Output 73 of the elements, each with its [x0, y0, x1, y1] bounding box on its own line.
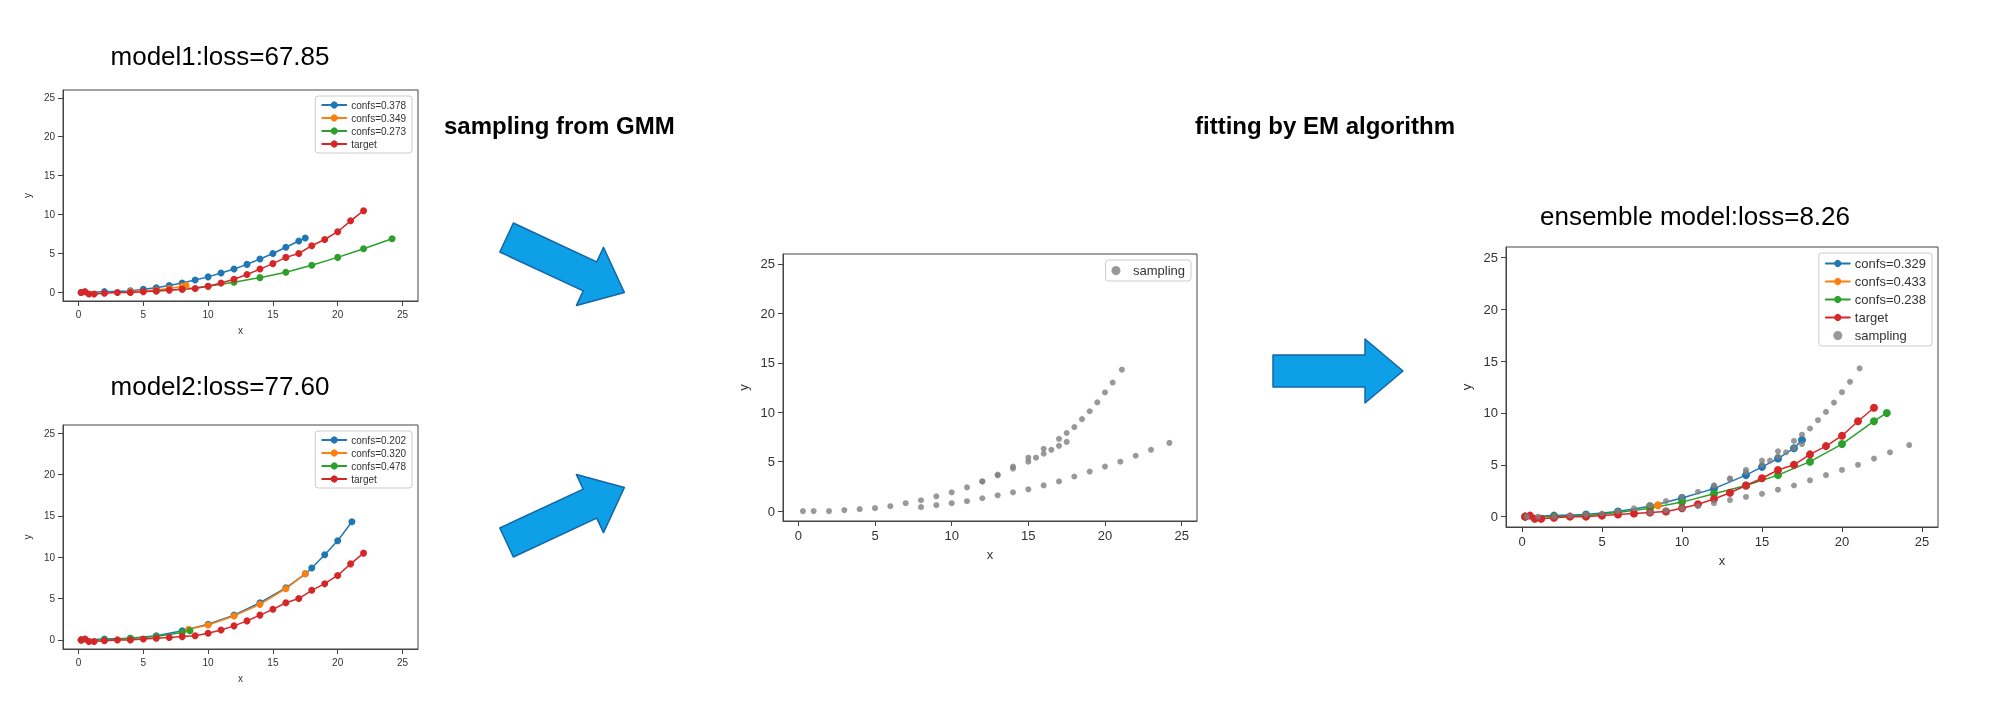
- y-tick-label: 5: [49, 248, 56, 260]
- x-tick-label: 5: [871, 528, 879, 543]
- legend-label: sampling: [1854, 328, 1907, 343]
- legend-label: confs=0.202: [351, 434, 407, 446]
- legend-label: confs=0.433: [1854, 274, 1927, 289]
- x-tick-label: 15: [1021, 528, 1036, 543]
- y-tick-label: 0: [767, 503, 775, 519]
- x-tick-label: 10: [202, 308, 215, 320]
- x-tick-label: 25: [396, 656, 409, 668]
- x-tick-label: 5: [140, 656, 147, 668]
- x-axis-title: x: [986, 547, 994, 562]
- x-tick-label: 0: [1518, 534, 1526, 549]
- x-tick-label: 10: [1674, 534, 1690, 549]
- y-tick-label: 15: [760, 355, 775, 371]
- y-tick-label: 0: [1490, 509, 1498, 525]
- x-tick-label: 20: [1097, 528, 1113, 543]
- x-tick-label: 0: [794, 528, 802, 543]
- legend-label: sampling: [1132, 263, 1186, 278]
- y-axis-title: y: [22, 534, 34, 540]
- y-axis-title: y: [735, 383, 751, 391]
- x-tick-label: 5: [1598, 534, 1606, 549]
- x-axis-title: x: [238, 324, 243, 336]
- legend-label: confs=0.320: [351, 447, 407, 459]
- chart-title: model1:loss=67.85: [110, 41, 330, 71]
- text: sampling from GMM: [444, 112, 675, 140]
- y-tick-label: 0: [49, 286, 56, 298]
- legend-label: confs=0.273: [351, 125, 407, 137]
- x-tick-label: 0: [75, 656, 82, 668]
- x-tick-label: 20: [332, 308, 344, 320]
- x-axis-title: x: [1718, 553, 1726, 568]
- legend-label: target: [1854, 310, 1889, 325]
- y-tick-label: 25: [43, 427, 56, 439]
- chart-title: model2:loss=77.60: [110, 371, 330, 401]
- y-tick-label: 20: [43, 469, 56, 481]
- chart-title: ensemble model:loss=8.26: [1539, 201, 1851, 231]
- y-tick-label: 10: [43, 551, 56, 563]
- y-tick-label: 5: [49, 593, 56, 605]
- x-tick-label: 25: [396, 308, 409, 320]
- y-tick-label: 10: [43, 209, 56, 221]
- legend-label: confs=0.329: [1854, 256, 1927, 271]
- y-tick-label: 25: [43, 92, 56, 104]
- y-tick-label: 25: [760, 256, 775, 272]
- x-tick-label: 20: [332, 656, 344, 668]
- x-tick-label: 5: [140, 308, 147, 320]
- legend-label: target: [351, 473, 378, 485]
- x-tick-label: 15: [1754, 534, 1770, 549]
- y-axis-title: y: [22, 193, 34, 198]
- x-tick-label: 10: [944, 528, 959, 543]
- legend-label: target: [351, 138, 378, 150]
- y-tick-label: 0: [49, 634, 56, 646]
- x-tick-label: 25: [1174, 528, 1189, 543]
- x-axis-title: x: [238, 672, 243, 684]
- text: fitting by EM algorithm: [1195, 112, 1455, 140]
- x-tick-label: 0: [75, 308, 82, 320]
- y-tick-label: 10: [760, 404, 775, 420]
- y-tick-label: 15: [43, 510, 56, 522]
- x-tick-label: 15: [267, 656, 279, 668]
- y-tick-label: 5: [767, 454, 775, 470]
- y-tick-label: 10: [1483, 405, 1498, 421]
- y-axis-title: y: [1458, 383, 1474, 391]
- legend-label: confs=0.349: [351, 112, 407, 124]
- x-tick-label: 20: [1834, 534, 1850, 549]
- legend-label: confs=0.378: [351, 99, 407, 111]
- legend-label: confs=0.478: [351, 460, 407, 472]
- legend-label: confs=0.238: [1854, 292, 1927, 307]
- y-tick-label: 15: [43, 170, 56, 182]
- x-tick-label: 10: [202, 656, 215, 668]
- x-tick-label: 15: [267, 308, 279, 320]
- y-tick-label: 20: [43, 131, 56, 143]
- y-tick-label: 15: [1483, 353, 1498, 369]
- x-tick-label: 25: [1914, 534, 1930, 549]
- y-tick-label: 25: [1483, 249, 1498, 265]
- y-tick-label: 5: [1490, 457, 1498, 473]
